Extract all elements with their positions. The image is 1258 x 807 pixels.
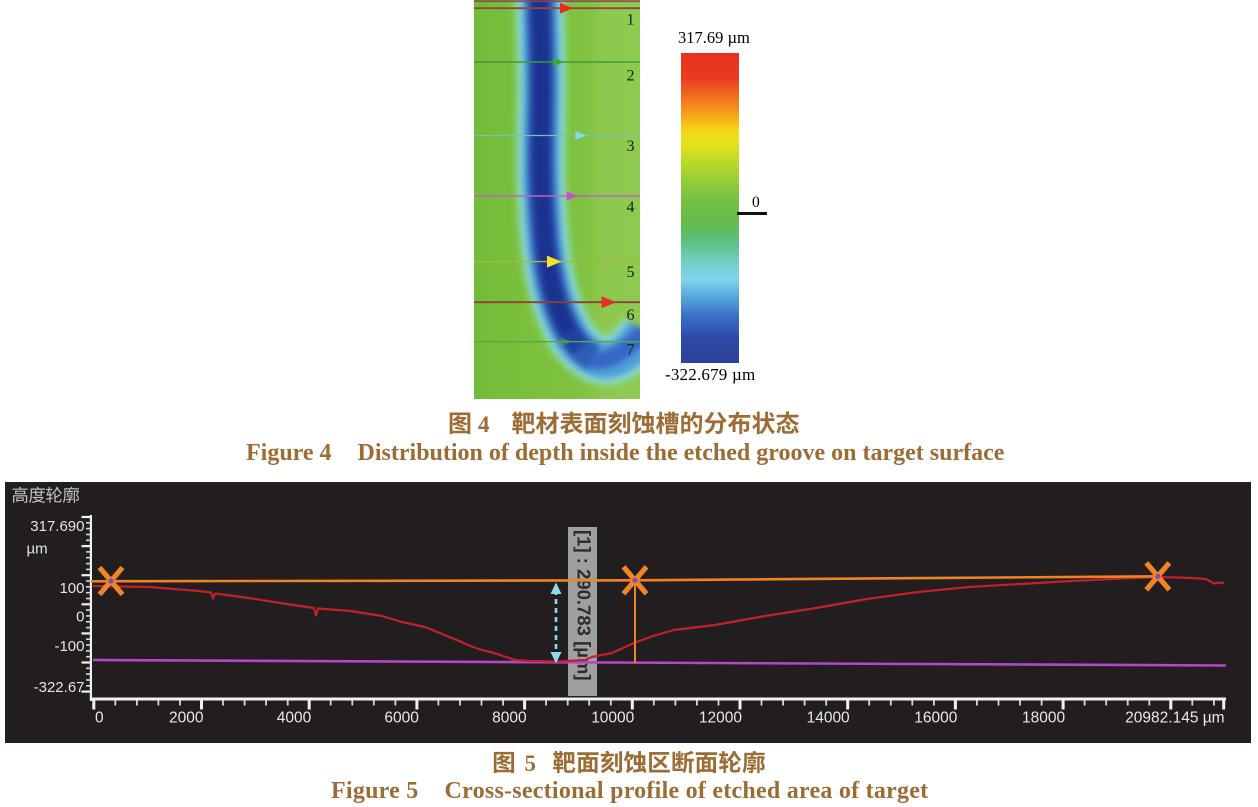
svg-text:6: 6: [627, 307, 635, 324]
svg-text:2: 2: [627, 68, 635, 85]
svg-text:100: 100: [59, 580, 84, 597]
svg-text:12000: 12000: [699, 710, 742, 727]
svg-text:3: 3: [627, 138, 635, 155]
svg-text:0: 0: [95, 710, 104, 727]
svg-text:5: 5: [627, 264, 635, 281]
svg-text:2000: 2000: [169, 710, 204, 727]
svg-text:4000: 4000: [277, 710, 312, 727]
svg-text:0: 0: [76, 609, 84, 626]
svg-text:14000: 14000: [807, 710, 850, 727]
svg-text:1: 1: [627, 12, 635, 29]
svg-text:µm: µm: [27, 540, 48, 557]
svg-text:-100: -100: [54, 638, 84, 655]
svg-text:10000: 10000: [591, 710, 634, 727]
svg-text:6000: 6000: [384, 710, 419, 727]
svg-text:16000: 16000: [914, 710, 957, 727]
svg-text:20982.145 µm: 20982.145 µm: [1125, 710, 1224, 727]
svg-text:8000: 8000: [492, 710, 527, 727]
svg-text:-322.67: -322.67: [34, 679, 85, 696]
svg-text:[1] : 290.783 [µm]: [1] : 290.783 [µm]: [574, 530, 595, 681]
svg-text:18000: 18000: [1022, 710, 1065, 727]
svg-text:7: 7: [627, 341, 635, 358]
svg-text:317.690: 317.690: [30, 518, 84, 535]
svg-text:4: 4: [627, 199, 635, 216]
